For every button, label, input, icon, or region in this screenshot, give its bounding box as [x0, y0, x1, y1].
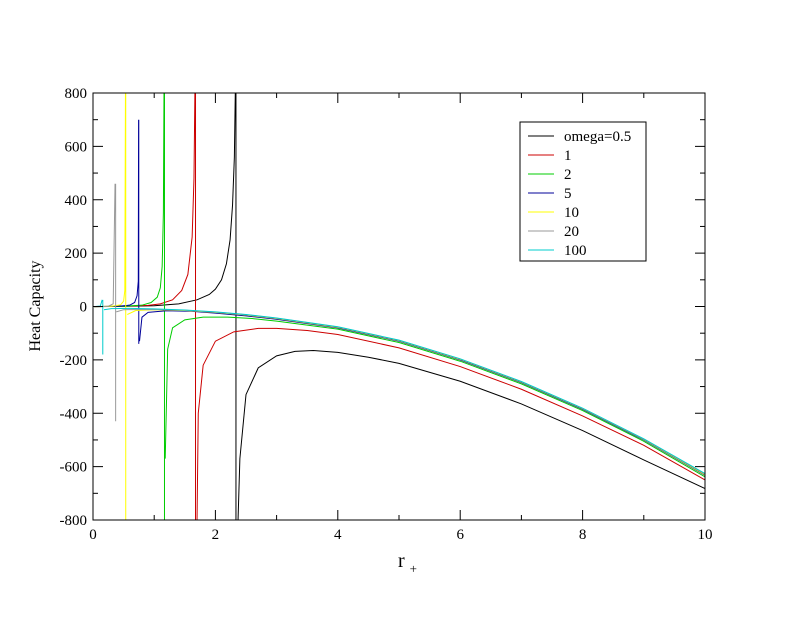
x-tick-label: 10: [698, 527, 713, 543]
x-axis-label-subscript: +: [410, 561, 417, 576]
series-line-3: [94, 93, 705, 520]
x-tick-label: 6: [456, 527, 464, 543]
y-axis-label: Heat Capacity: [27, 260, 44, 351]
x-tick-label: 4: [334, 527, 342, 543]
legend-label-3: 2: [564, 167, 572, 183]
legend-box: [519, 121, 647, 262]
y-tick-label: -200: [60, 353, 88, 369]
y-tick-label: 600: [65, 139, 88, 155]
legend-label-7: 100: [564, 243, 587, 259]
legend-label-6: 20: [564, 224, 579, 240]
y-tick-label: 0: [80, 300, 88, 316]
x-axis-label-main: r: [398, 550, 405, 572]
series-line-7: [94, 299, 705, 474]
legend-label-5: 10: [564, 205, 579, 221]
x-axis-label: r +: [398, 550, 417, 576]
x-tick-label: 0: [89, 527, 97, 543]
y-tick-label: -800: [60, 513, 88, 529]
axes-layer: -800 -600 -400 -200 0 200 400 600 800 0 2 4 6 8 10: [60, 86, 713, 543]
series-line-1: [94, 93, 705, 520]
plot-layer: [94, 93, 705, 520]
y-tick-label: -400: [60, 406, 88, 422]
y-tick-label: -600: [60, 460, 88, 476]
legend-label-1: omega=0.5: [564, 129, 631, 145]
legend-label-2: 1: [564, 148, 572, 164]
x-tick-label: 2: [212, 527, 220, 543]
y-tick-label: 200: [65, 246, 88, 262]
y-tick-label: 800: [65, 86, 88, 102]
x-tick-label: 8: [579, 527, 587, 543]
legend-label-4: 5: [564, 186, 572, 202]
y-tick-label: 400: [65, 193, 88, 209]
legend: omega=0.5 1 2 5 10 20 100: [519, 121, 647, 262]
